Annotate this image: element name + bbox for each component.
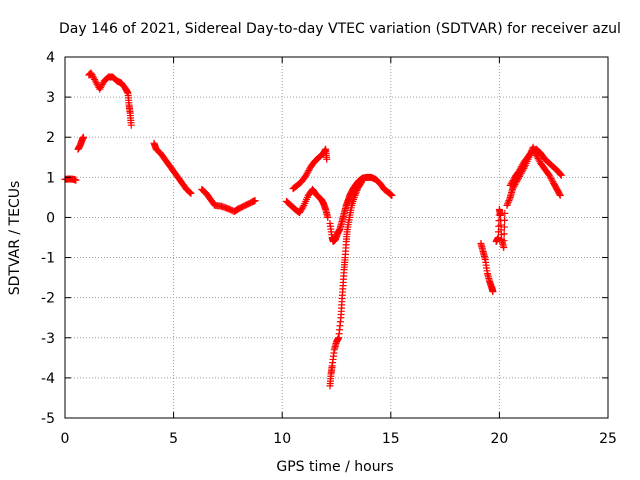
data-point bbox=[357, 178, 365, 186]
series-arc-1 bbox=[61, 175, 80, 184]
data-point bbox=[500, 244, 508, 252]
data-point bbox=[503, 201, 511, 209]
data-point bbox=[388, 191, 396, 199]
data-point bbox=[501, 216, 509, 224]
series-arc-10 bbox=[477, 240, 497, 296]
y-tick-label: -3 bbox=[41, 331, 55, 347]
data-point bbox=[187, 189, 195, 197]
data-point bbox=[556, 170, 564, 178]
x-tick-label: 10 bbox=[273, 431, 291, 447]
data-point bbox=[556, 191, 564, 199]
grid-lines bbox=[65, 57, 608, 418]
y-tick-label: -1 bbox=[41, 251, 55, 267]
series-arc-11 bbox=[492, 205, 509, 252]
data-point bbox=[557, 171, 565, 179]
data-point bbox=[79, 133, 87, 141]
y-tick-label: 4 bbox=[46, 50, 55, 66]
data-point bbox=[500, 230, 508, 238]
y-tick-label: -4 bbox=[41, 371, 55, 387]
data-point bbox=[504, 200, 512, 208]
data-marks bbox=[61, 69, 565, 390]
series-arc-5 bbox=[198, 185, 259, 215]
x-tick-label: 15 bbox=[382, 431, 400, 447]
series-arc-13 bbox=[506, 145, 565, 189]
series-arc-8 bbox=[326, 173, 396, 246]
x-axis-label: GPS time / hours bbox=[276, 459, 393, 475]
data-point bbox=[251, 197, 259, 205]
data-point bbox=[557, 171, 565, 179]
y-tick-label: -5 bbox=[41, 411, 55, 427]
y-tick-label: 0 bbox=[46, 210, 55, 226]
data-point bbox=[556, 190, 564, 198]
x-tick-label: 20 bbox=[490, 431, 508, 447]
data-point bbox=[351, 191, 359, 199]
series-arc-6 bbox=[283, 185, 332, 221]
x-tick-label: 0 bbox=[61, 431, 70, 447]
series-arc-3 bbox=[85, 69, 135, 129]
data-point bbox=[127, 121, 135, 129]
y-axis-label: SDTVAR / TECUs bbox=[7, 181, 23, 296]
data-point bbox=[505, 197, 513, 205]
data-point bbox=[324, 213, 332, 221]
y-tick-label: 1 bbox=[46, 170, 55, 186]
data-point bbox=[506, 195, 514, 203]
series-arc-7 bbox=[289, 145, 331, 193]
chart-title: Day 146 of 2021, Sidereal Day-to-day VTE… bbox=[59, 21, 621, 37]
y-tick-label: -2 bbox=[41, 291, 55, 307]
axis-ticks: 0 5 10 15 20 25 -5 -4 -3 -2 -1 0 1 2 3 4 bbox=[41, 50, 617, 447]
series-arc-2 bbox=[74, 133, 87, 153]
data-point bbox=[500, 237, 508, 245]
x-tick-label: 5 bbox=[169, 431, 178, 447]
series-arc-4 bbox=[150, 139, 195, 197]
series-arc-9 bbox=[326, 178, 365, 390]
data-point bbox=[323, 155, 331, 163]
y-tick-label: 2 bbox=[46, 130, 55, 146]
data-point bbox=[504, 198, 512, 206]
y-tick-label: 3 bbox=[46, 90, 55, 106]
data-point bbox=[501, 209, 509, 217]
data-point bbox=[500, 223, 508, 231]
data-point bbox=[352, 188, 360, 196]
data-point bbox=[186, 189, 194, 197]
data-point bbox=[72, 176, 80, 184]
data-point bbox=[357, 179, 365, 187]
data-point bbox=[352, 190, 360, 198]
x-tick-label: 25 bbox=[599, 431, 617, 447]
plot-frame bbox=[64, 56, 609, 419]
data-point bbox=[353, 187, 361, 195]
data-point bbox=[489, 288, 497, 296]
